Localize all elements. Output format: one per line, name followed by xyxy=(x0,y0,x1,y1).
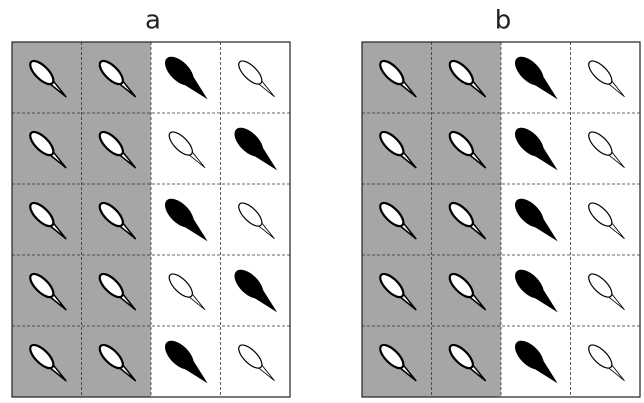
stimulus-tail xyxy=(530,356,558,384)
stimulus xyxy=(29,272,67,311)
stimulus xyxy=(514,198,558,242)
stimulus xyxy=(29,201,67,240)
panel xyxy=(11,41,291,398)
stimulus-tail xyxy=(530,214,558,242)
stimulus-tail xyxy=(250,143,278,171)
stimulus xyxy=(588,273,625,311)
stimulus xyxy=(379,59,417,98)
stimulus xyxy=(514,340,558,384)
stimulus-head xyxy=(168,273,193,298)
stimulus-head xyxy=(238,202,263,227)
stimulus xyxy=(164,56,208,100)
panel-label: b xyxy=(495,6,512,36)
stimulus xyxy=(588,131,625,169)
stimulus xyxy=(514,127,558,171)
stimulus xyxy=(379,272,417,311)
stimulus xyxy=(238,202,275,240)
stimulus-tail xyxy=(530,285,558,313)
stimulus xyxy=(98,343,137,382)
panel-border xyxy=(361,41,641,398)
stimulus-head xyxy=(98,201,124,228)
stimulus xyxy=(588,344,625,382)
stimulus-head xyxy=(448,201,474,228)
stimulus-head xyxy=(98,272,124,299)
stimulus-head xyxy=(29,130,55,157)
stimulus-head xyxy=(588,202,613,227)
stimulus xyxy=(168,131,206,169)
stimulus-head xyxy=(588,273,613,298)
stimulus xyxy=(588,60,625,98)
panel-border xyxy=(11,41,291,398)
stimulus xyxy=(164,198,208,242)
stimulus-head xyxy=(98,343,124,370)
stimulus-head xyxy=(29,59,55,86)
stimulus-head xyxy=(29,343,55,370)
stimulus xyxy=(448,130,487,169)
stimulus-head xyxy=(98,130,124,157)
stimulus-head xyxy=(379,201,405,228)
stimulus-head xyxy=(238,60,263,85)
stimulus xyxy=(448,343,487,382)
stimulus-head xyxy=(588,344,613,369)
stimulus-head xyxy=(588,60,613,85)
stimulus-head xyxy=(448,130,474,157)
stimulus-head xyxy=(238,344,263,369)
stimulus-tail xyxy=(180,72,208,100)
stimulus xyxy=(448,272,487,311)
stimulus xyxy=(29,130,67,169)
stimulus-head xyxy=(168,131,193,156)
stimulus xyxy=(168,273,206,311)
stimulus xyxy=(379,130,417,169)
stimulus xyxy=(379,201,417,240)
stimulus xyxy=(448,59,487,98)
stimulus xyxy=(29,343,67,382)
stimulus-head xyxy=(448,343,474,370)
stimulus xyxy=(379,343,417,382)
stimulus-head xyxy=(588,131,613,156)
stimulus xyxy=(238,60,275,98)
stimulus-head xyxy=(379,59,405,86)
panel-label: a xyxy=(145,6,161,36)
stimulus xyxy=(234,127,278,171)
stimulus-tail xyxy=(180,214,208,242)
stimulus xyxy=(98,272,137,311)
stimulus xyxy=(514,269,558,313)
stimulus-head xyxy=(379,130,405,157)
stimulus-head xyxy=(448,272,474,299)
stimulus xyxy=(98,130,137,169)
stimulus-head xyxy=(98,59,124,86)
stimulus-tail xyxy=(250,285,278,313)
stimulus xyxy=(448,201,487,240)
stimulus xyxy=(234,269,278,313)
stimulus xyxy=(164,340,208,384)
stimulus-head xyxy=(448,59,474,86)
stimulus xyxy=(98,59,137,98)
stimulus xyxy=(588,202,625,240)
stimulus-head xyxy=(379,343,405,370)
stimulus-tail xyxy=(180,356,208,384)
panel xyxy=(361,41,641,398)
stimulus-tail xyxy=(530,72,558,100)
stimulus xyxy=(238,344,275,382)
stimulus-head xyxy=(29,201,55,228)
stimulus xyxy=(29,59,67,98)
stimulus-tail xyxy=(530,143,558,171)
stimulus-head xyxy=(29,272,55,299)
stimulus-head xyxy=(379,272,405,299)
stimulus xyxy=(514,56,558,100)
stimulus xyxy=(98,201,137,240)
